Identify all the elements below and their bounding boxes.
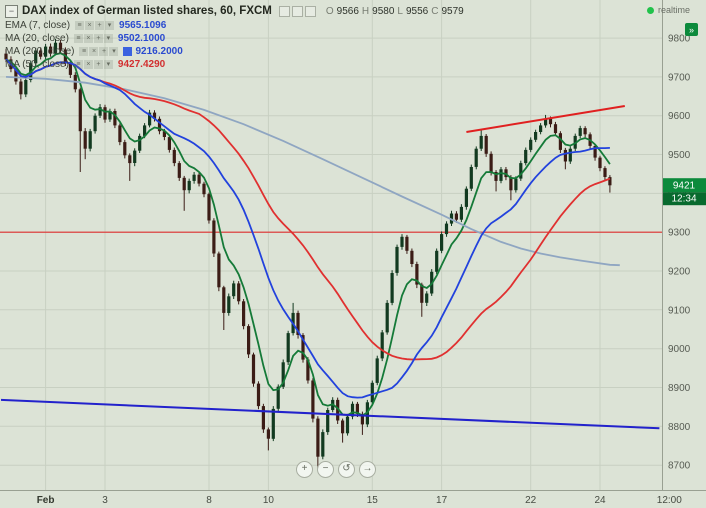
scroll-right-button[interactable]: → <box>359 461 376 478</box>
plus-icon[interactable]: + <box>94 34 103 43</box>
indicator-actions[interactable]: ≡ × + ▾ <box>74 60 113 69</box>
indicator-row-ma50: MA (50, close) ≡ × + ▾ 9427.4290 <box>5 58 464 71</box>
indicator-actions[interactable]: ≡ × + ▾ <box>74 34 113 43</box>
low-label: L <box>397 6 403 17</box>
close-icon[interactable]: × <box>84 34 93 43</box>
low-value: 9556 <box>406 6 428 17</box>
chart-canvas[interactable]: 9800970096009500940093009200910090008900… <box>0 0 706 508</box>
style-icon[interactable] <box>305 6 316 17</box>
indicator-row-ema7: EMA (7, close) ≡ × + ▾ 9565.1096 <box>5 19 464 32</box>
indicator-label: MA (20, close) <box>5 33 69 44</box>
menu-icon[interactable]: ≡ <box>74 60 83 69</box>
menu-icon[interactable]: ≡ <box>75 21 84 30</box>
collapse-legend-button[interactable]: − <box>5 5 18 18</box>
menu-icon[interactable]: ≡ <box>79 47 88 56</box>
indicator-label: MA (50, close) <box>5 59 69 70</box>
indicator-value: 9565.1096 <box>119 20 166 31</box>
style-icon[interactable] <box>292 6 303 17</box>
realtime-indicator: realtime <box>647 5 690 15</box>
legend-style-buttons[interactable] <box>279 6 316 17</box>
legend: − DAX index of German listed shares, 60,… <box>5 3 464 71</box>
close-icon[interactable]: × <box>84 60 93 69</box>
indicator-value: 9502.1000 <box>118 33 165 44</box>
indicator-value: 9427.4290 <box>118 59 165 70</box>
jump-to-realtime-button[interactable]: » <box>685 23 698 36</box>
indicator-actions[interactable]: ≡ × + ▾ <box>79 47 118 56</box>
zoom-in-button[interactable]: + <box>296 461 313 478</box>
chart-window: 9800970096009500940093009200910090008900… <box>0 0 706 508</box>
high-label: H <box>362 6 369 17</box>
menu-icon[interactable]: ≡ <box>74 34 83 43</box>
caret-down-icon[interactable]: ▾ <box>109 47 118 56</box>
close-value: 9579 <box>441 6 463 17</box>
open-value: 9566 <box>337 6 359 17</box>
plus-icon[interactable]: + <box>95 21 104 30</box>
chart-toolbar: + − ↺ → <box>296 461 376 478</box>
selected-chip-icon[interactable] <box>123 47 132 56</box>
time-axis[interactable] <box>0 490 706 508</box>
zoom-out-button[interactable]: − <box>317 461 334 478</box>
symbol-title: DAX index of German listed shares, 60, F… <box>22 5 272 17</box>
indicator-actions[interactable]: ≡ × + ▾ <box>75 21 114 30</box>
close-icon[interactable]: × <box>85 21 94 30</box>
caret-down-icon[interactable]: ▾ <box>104 34 113 43</box>
indicator-row-ma20: MA (20, close) ≡ × + ▾ 9502.1000 <box>5 32 464 45</box>
legend-title-row: − DAX index of German listed shares, 60,… <box>5 3 464 19</box>
open-label: O <box>326 6 334 17</box>
high-value: 9580 <box>372 6 394 17</box>
realtime-dot-icon <box>647 7 654 14</box>
realtime-label: realtime <box>658 5 690 15</box>
indicator-label: EMA (7, close) <box>5 20 70 31</box>
caret-down-icon[interactable]: ▾ <box>105 21 114 30</box>
indicator-row-ma200: MA (200, close) ≡ × + ▾ 9216.2000 <box>5 45 464 58</box>
reset-view-button[interactable]: ↺ <box>338 461 355 478</box>
indicator-value: 9216.2000 <box>135 46 182 57</box>
close-icon[interactable]: × <box>89 47 98 56</box>
plus-icon[interactable]: + <box>94 60 103 69</box>
caret-down-icon[interactable]: ▾ <box>104 60 113 69</box>
price-axis[interactable] <box>662 0 706 490</box>
plus-icon[interactable]: + <box>99 47 108 56</box>
close-label: C <box>431 6 438 17</box>
indicator-label: MA (200, close) <box>5 46 74 57</box>
ohlc-readout: O 9566 H 9580 L 9556 C 9579 <box>326 6 464 17</box>
style-icon[interactable] <box>279 6 290 17</box>
